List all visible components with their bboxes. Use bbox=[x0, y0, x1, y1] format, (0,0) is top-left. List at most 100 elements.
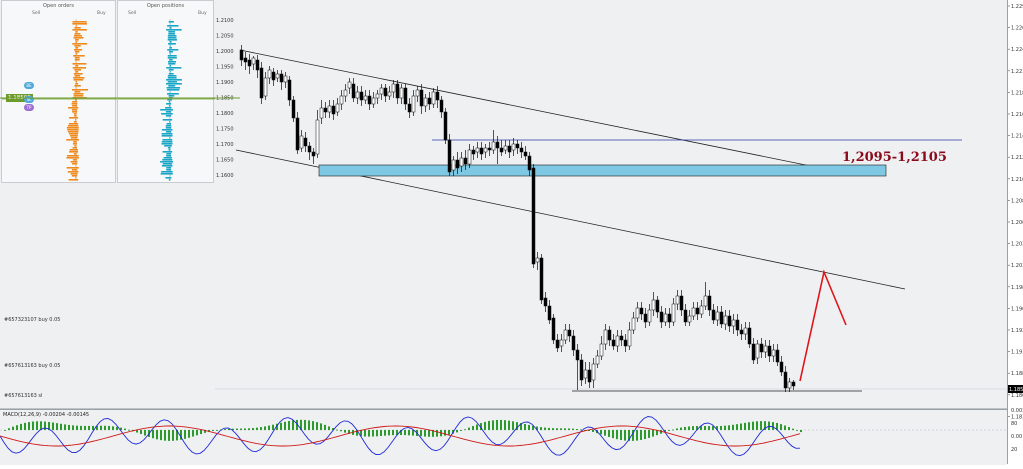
macd-histogram-bar bbox=[724, 426, 726, 430]
macd-histogram-bar bbox=[752, 422, 754, 430]
positions-bar-left bbox=[163, 151, 170, 153]
orders-bar-right bbox=[76, 57, 80, 59]
macd-histogram-bar bbox=[56, 423, 58, 430]
candle-body bbox=[684, 310, 687, 322]
orders-bar-right bbox=[76, 143, 77, 145]
positions-bar-left bbox=[161, 113, 170, 115]
positions-bar-right bbox=[170, 171, 173, 173]
orders-bar-right bbox=[76, 21, 87, 23]
macd-panel[interactable] bbox=[0, 409, 1007, 465]
positions-bar-left bbox=[169, 73, 170, 75]
macd-histogram-bar bbox=[572, 429, 574, 430]
price-scale-label: 1.229 bbox=[1011, 4, 1023, 10]
positions-bar-right bbox=[170, 39, 177, 41]
candle-body bbox=[468, 150, 471, 164]
positions-bar-right bbox=[170, 163, 172, 165]
price-scale-label: 1.186 bbox=[1011, 393, 1023, 399]
candle-body bbox=[284, 76, 287, 82]
positions-bar-left bbox=[162, 133, 170, 135]
order-line-label-1[interactable]: #657323107 buy 0.05 bbox=[4, 317, 60, 323]
orders-bar-right bbox=[76, 79, 83, 81]
positions-bar-right bbox=[170, 119, 172, 121]
macd-histogram-bar bbox=[280, 423, 282, 430]
macd-histogram-bar bbox=[668, 430, 670, 431]
orders-bar-right bbox=[76, 83, 78, 85]
be-badge[interactable]: BE bbox=[24, 82, 34, 89]
macd-scale-label: 0.00 bbox=[1011, 434, 1022, 440]
orders-bar-right bbox=[76, 131, 78, 133]
macd-histogram-bar bbox=[156, 430, 158, 439]
positions-bar-left bbox=[168, 57, 170, 59]
positions-bar-left bbox=[168, 75, 170, 77]
macd-histogram-bar bbox=[32, 422, 34, 430]
candle-body bbox=[584, 370, 587, 378]
positions-bar-left bbox=[169, 69, 170, 71]
positions-bar-left bbox=[169, 121, 170, 123]
macd-histogram-bar bbox=[256, 428, 258, 430]
macd-histogram-bar bbox=[652, 430, 654, 437]
orders-bar-left bbox=[67, 127, 76, 129]
macd-histogram-bar bbox=[492, 420, 494, 430]
positions-bar-right bbox=[170, 169, 171, 171]
orders-bar-right bbox=[76, 65, 78, 67]
orders-bar-right bbox=[76, 123, 78, 125]
candle-body bbox=[732, 320, 735, 326]
candle-body bbox=[716, 312, 719, 320]
candle-body bbox=[360, 92, 363, 100]
orders-bar-left bbox=[74, 73, 76, 75]
positions-bar-right bbox=[170, 165, 172, 167]
order-line-label-2[interactable]: #657613163 buy 0.05 bbox=[4, 363, 60, 369]
order-line-label-3[interactable]: #657613163 sl bbox=[4, 393, 42, 399]
positions-bar-left bbox=[166, 125, 170, 127]
candle-body bbox=[504, 146, 507, 150]
positions-bar-left bbox=[162, 165, 170, 167]
positions-histogram bbox=[118, 1, 215, 184]
orders-bar-left bbox=[75, 91, 76, 93]
positions-bar-left bbox=[161, 171, 170, 173]
positions-bar-left bbox=[165, 107, 170, 109]
candle-body bbox=[364, 96, 367, 100]
positions-bar-right bbox=[170, 33, 175, 35]
positions-bar-right bbox=[170, 139, 172, 141]
orders-histogram bbox=[2, 1, 117, 184]
positions-bar-left bbox=[168, 85, 170, 87]
orders-bar-left bbox=[74, 153, 76, 155]
tp-badge[interactable]: TP bbox=[24, 104, 34, 111]
candle-body bbox=[480, 148, 483, 154]
positions-bar-right bbox=[170, 71, 171, 73]
target-zone-label: 1,2095-1,2105 bbox=[842, 150, 947, 165]
orders-bar-right bbox=[76, 67, 86, 69]
candle-body bbox=[288, 80, 291, 100]
orders-bar-left bbox=[75, 51, 76, 53]
positions-bar-right bbox=[170, 61, 176, 63]
macd-histogram-bar bbox=[140, 430, 142, 434]
orders-bar-right bbox=[76, 175, 77, 177]
candle-body bbox=[752, 344, 755, 360]
positions-bar-left bbox=[163, 163, 170, 165]
orders-bar-left bbox=[74, 121, 76, 123]
macd-histogram-bar bbox=[428, 430, 430, 437]
macd-histogram-bar bbox=[12, 427, 14, 430]
orders-bar-right bbox=[76, 49, 82, 51]
candle-body bbox=[448, 140, 451, 172]
orders-bar-right bbox=[76, 151, 78, 153]
price-scale-label: 1.224 bbox=[1011, 47, 1023, 53]
positions-bar-left bbox=[169, 101, 170, 103]
macd-histogram-bar bbox=[544, 428, 546, 430]
candle-body bbox=[392, 84, 395, 92]
positions-bar-left bbox=[164, 145, 170, 147]
orders-bar-right bbox=[76, 111, 77, 113]
positions-bar-left bbox=[167, 123, 170, 125]
positions-bar-right bbox=[170, 85, 175, 87]
macd-histogram-bar bbox=[196, 430, 198, 435]
orders-bar-right bbox=[76, 39, 79, 41]
macd-histogram-bar bbox=[200, 430, 202, 434]
candle-body bbox=[744, 328, 747, 334]
positions-bar-right bbox=[170, 75, 176, 77]
candle-body bbox=[740, 330, 743, 334]
order-book-price-label: 1.1800 bbox=[216, 111, 234, 117]
price-scale[interactable]: 1.2291.2261.2241.2211.2181.2161.2141.212… bbox=[1007, 0, 1023, 464]
macd-histogram-bar bbox=[344, 430, 346, 433]
candle-body bbox=[580, 360, 583, 380]
positions-bar-right bbox=[170, 157, 172, 159]
